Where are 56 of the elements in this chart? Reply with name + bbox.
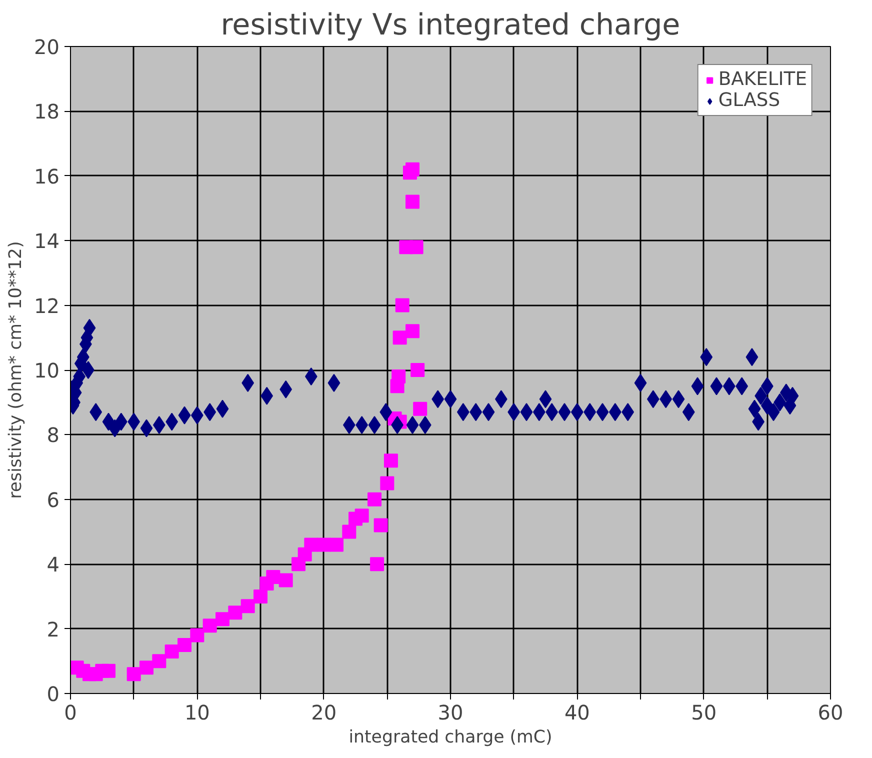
y-tick-label: 10 [34,358,60,382]
point [374,518,388,532]
x-tick-label: 60 [818,700,844,724]
point [380,476,394,490]
point [202,618,217,633]
x-tick-label: 40 [564,700,590,724]
point [392,369,406,384]
y-tick-label: 4 [46,552,60,577]
point [240,599,255,614]
x-axis-title: integrated charge (mC) [348,728,552,748]
y-tick-label: 8 [46,423,60,448]
point [354,508,369,523]
point [384,454,398,468]
point [178,638,192,652]
point [395,298,410,312]
x-tick-label: 0 [64,700,77,724]
y-tick-label: 14 [34,229,60,254]
point [164,644,179,658]
point [406,194,420,209]
y-tick-label: 16 [34,164,60,188]
point [304,538,318,552]
point [330,538,344,552]
point [392,330,407,345]
point [406,162,420,176]
point [254,589,268,604]
point [102,664,116,678]
point [140,660,154,675]
y-axis-title: resistivity (ohm* cm* 10**12) [6,241,26,499]
point [278,573,293,588]
point [413,402,428,416]
y-tick-label: 18 [34,100,60,124]
x-tick-label: 50 [691,700,717,724]
y-tick-label: 6 [46,488,60,512]
point [368,492,382,506]
x-tick-label: 30 [438,700,464,724]
point [370,557,384,572]
legend-label: BAKELITE [718,69,807,90]
point [406,324,420,338]
chart-title: resistivity Vs integrated charge [220,8,680,42]
point [126,667,141,682]
point [409,240,424,254]
legend-label: GLASS [718,90,780,111]
y-tick-label: 20 [34,35,60,59]
point [410,363,425,377]
y-tick-label: 2 [46,617,60,642]
x-tick-label: 10 [184,700,210,724]
y-tick-label: 0 [46,682,60,706]
point [266,570,280,584]
y-tick-label: 12 [34,294,60,318]
point [190,628,204,642]
point [216,612,230,626]
x-tick-label: 20 [311,700,337,724]
point [316,538,331,552]
point [228,606,242,620]
point [342,524,356,539]
point [152,654,166,668]
